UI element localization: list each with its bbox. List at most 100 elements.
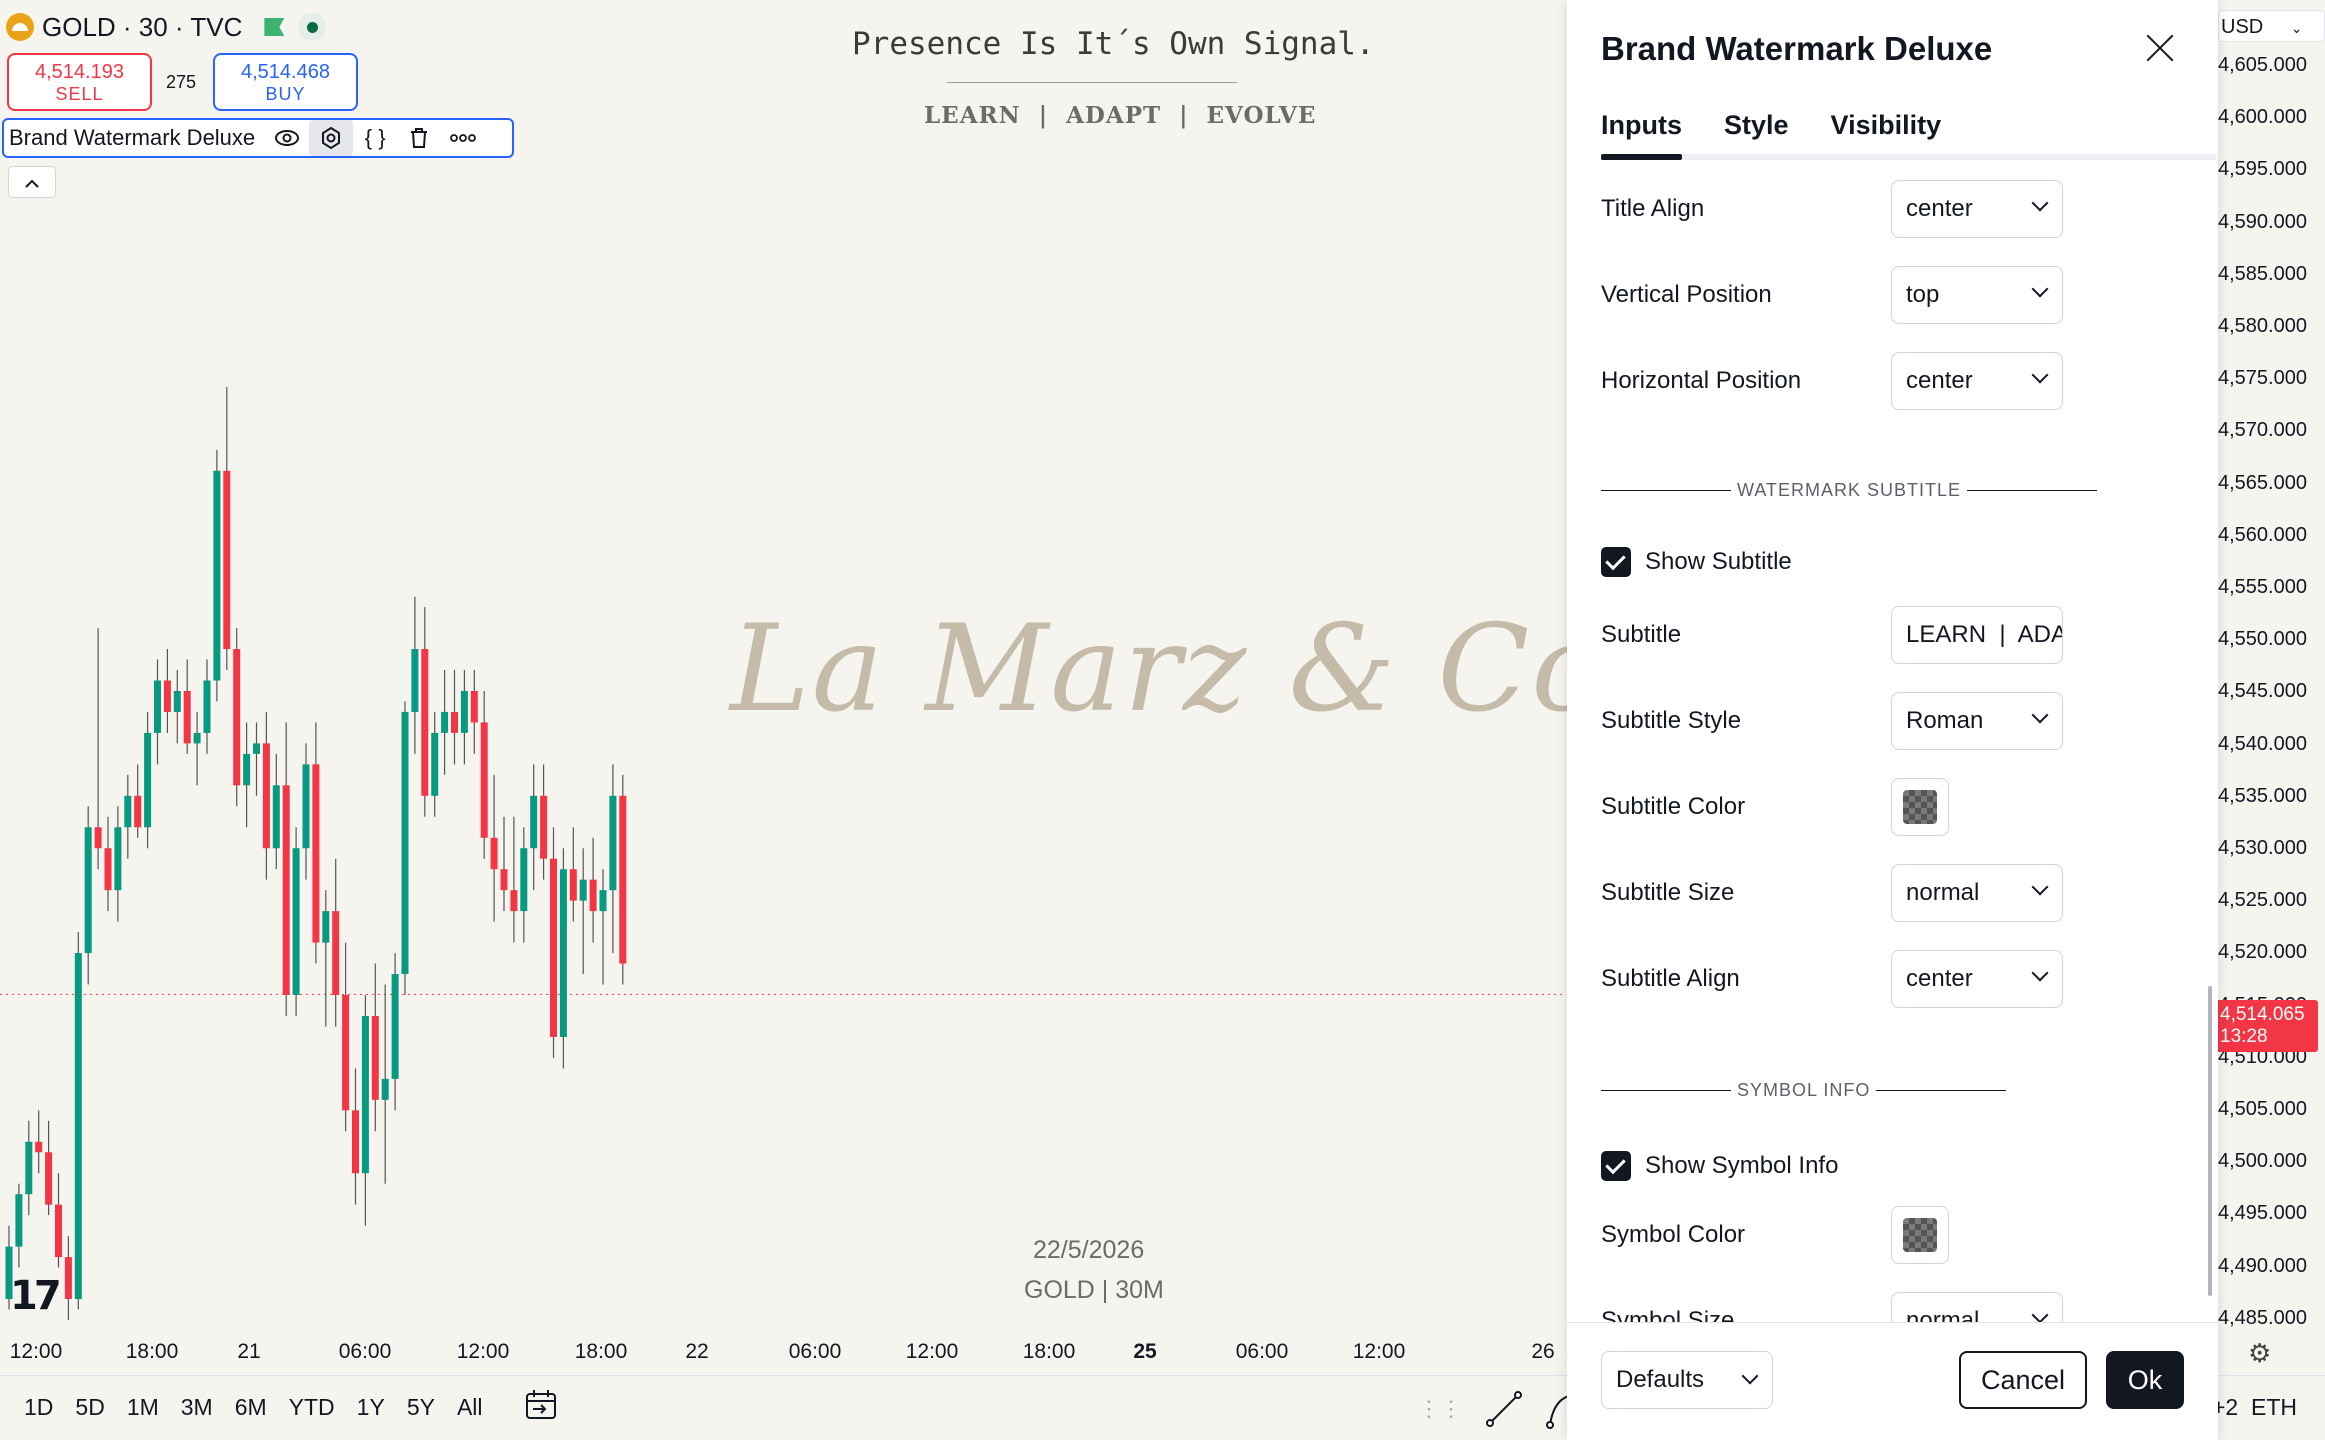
horizontal-position-select[interactable]: center xyxy=(1891,352,2063,410)
flag-icon[interactable] xyxy=(264,18,285,36)
dialog-title: Brand Watermark Deluxe xyxy=(1601,30,1993,67)
range-button[interactable]: 1Y xyxy=(356,1394,385,1420)
trash-icon[interactable] xyxy=(397,120,441,156)
show-subtitle-label: Show Subtitle xyxy=(1645,548,1792,575)
symbol-size-select[interactable]: normal xyxy=(1891,1292,2063,1322)
price-tick-label: 4,555.000 xyxy=(2218,576,2307,598)
candle-body xyxy=(540,795,548,859)
candle-body xyxy=(104,848,112,891)
source-code-icon[interactable]: { } xyxy=(364,125,386,150)
candle xyxy=(342,942,350,1132)
subtitle-color-swatch[interactable] xyxy=(1891,778,1949,836)
range-button[interactable]: YTD xyxy=(288,1394,335,1420)
candle xyxy=(322,890,330,1027)
candle-body xyxy=(262,743,270,849)
collapse-legend-button[interactable] xyxy=(8,166,56,198)
subtitle-style-select[interactable]: Roman xyxy=(1891,692,2063,750)
candle-body xyxy=(154,680,161,733)
candle-body xyxy=(134,795,142,828)
checkbox-checked-icon[interactable] xyxy=(1601,1151,1631,1181)
vertical-position-select[interactable]: top xyxy=(1891,266,2063,324)
title-align-select[interactable]: center xyxy=(1891,180,2063,238)
trend-line-icon[interactable] xyxy=(1484,1389,1524,1429)
show-symbol-info-label: Show Symbol Info xyxy=(1645,1152,1839,1179)
candle xyxy=(223,386,231,670)
chevron-down-icon xyxy=(2031,1306,2049,1322)
range-button[interactable]: 6M xyxy=(234,1394,267,1420)
defaults-dropdown[interactable]: Defaults xyxy=(1601,1351,1773,1409)
subtitle-input-value: LEARN | ADAPT | EVOLVE xyxy=(1906,621,2062,648)
price-tick-label: 4,505.000 xyxy=(2218,1098,2307,1120)
tab-style[interactable]: Style xyxy=(1724,110,1789,140)
subtitle-input[interactable]: LEARN | ADAPT | EVOLVE xyxy=(1891,606,2063,664)
currency-selector[interactable]: USD ⌄ xyxy=(2218,10,2325,42)
tradingview-logo[interactable]: 17 xyxy=(10,1273,62,1319)
candle xyxy=(213,449,221,702)
candle xyxy=(55,1173,62,1268)
range-button[interactable]: 5D xyxy=(75,1394,105,1420)
more-options-icon[interactable] xyxy=(441,120,485,156)
section-symbol-info-label: SYMBOL INFO xyxy=(1737,1079,1871,1100)
price-axis[interactable]: USD ⌄ 4,605.000 4,600.000 4,595.000 4,590.0… xyxy=(2218,0,2325,1336)
candle-body xyxy=(233,649,241,786)
candle-body xyxy=(609,795,617,891)
candle xyxy=(530,764,538,891)
close-icon[interactable] xyxy=(2140,28,2180,68)
candle xyxy=(480,690,488,859)
price-tick-label: 4,605.000 xyxy=(2218,54,2307,76)
range-button[interactable]: 1M xyxy=(126,1394,159,1420)
candle-body xyxy=(193,732,201,744)
candlestick-chart[interactable] xyxy=(0,0,1565,1330)
candle xyxy=(619,774,627,985)
price-tick-label: 4,565.000 xyxy=(2218,471,2307,494)
bottom-right-info[interactable]: +2 ETH xyxy=(2212,1394,2298,1420)
tab-inputs[interactable]: Inputs xyxy=(1601,110,1682,160)
symbol-color-swatch[interactable] xyxy=(1891,1206,1949,1264)
scrollbar[interactable] xyxy=(2208,986,2212,1296)
tab-visibility[interactable]: Visibility xyxy=(1830,110,1942,140)
cancel-button[interactable]: Cancel xyxy=(1959,1351,2087,1409)
time-axis[interactable]: 12:00 18:00 21 06:00 12:00 18:00 22 06:00 12:00 1… xyxy=(0,1336,1565,1370)
price-tick-label: 4,525.000 xyxy=(2218,889,2307,912)
candle-body xyxy=(15,1194,23,1247)
show-symbol-info-checkbox[interactable]: Show Symbol Info xyxy=(1601,1150,1838,1182)
settings-gear-icon[interactable] xyxy=(309,120,354,156)
inputs-scroll-area: Title Align center Vertical Position top… xyxy=(1567,166,2218,1322)
candle-body xyxy=(579,879,587,901)
candle xyxy=(64,1236,72,1320)
candle-body xyxy=(460,690,468,733)
candle-body xyxy=(203,680,211,733)
indicator-name[interactable]: Brand Watermark Deluxe xyxy=(9,125,256,150)
eye-icon[interactable] xyxy=(265,120,309,156)
symbol-color-row: Symbol Color xyxy=(1601,1206,2101,1264)
subtitle-align-select[interactable]: center xyxy=(1891,950,2063,1008)
range-button[interactable]: 3M xyxy=(180,1394,213,1420)
axis-settings-icon[interactable]: ⚙ xyxy=(2248,1338,2272,1368)
sell-button[interactable]: 4,514.193 SELL xyxy=(7,53,152,111)
candle xyxy=(470,670,478,754)
symbol-legend[interactable]: GOLD · 30 · TVC xyxy=(6,10,327,44)
ok-button[interactable]: Ok xyxy=(2106,1351,2184,1409)
range-button[interactable]: 1D xyxy=(24,1394,54,1420)
candle xyxy=(292,827,300,1016)
range-button[interactable]: All xyxy=(456,1394,483,1420)
candle xyxy=(431,711,439,817)
candle-body xyxy=(213,470,221,681)
checkbox-checked-icon[interactable] xyxy=(1601,547,1631,577)
candle-body xyxy=(342,995,350,1111)
buy-button[interactable]: 4,514.468 BUY xyxy=(213,53,358,111)
subtitle-size-value: normal xyxy=(1906,879,1980,906)
drag-handle-icon[interactable]: ⋮⋮ xyxy=(1418,1396,1462,1421)
candle xyxy=(124,774,132,859)
range-button[interactable]: 5Y xyxy=(406,1394,435,1420)
price-tick-label: 4,590.000 xyxy=(2218,210,2307,233)
candle xyxy=(569,827,577,922)
candle xyxy=(233,628,241,807)
symbol-title[interactable]: GOLD · 30 · TVC xyxy=(42,11,243,42)
subtitle-size-select[interactable]: normal xyxy=(1891,864,2063,922)
candle xyxy=(25,1120,33,1216)
subtitle-style-value: Roman xyxy=(1906,707,1984,734)
indicator-legend[interactable]: Brand Watermark Deluxe { } xyxy=(2,118,514,158)
show-subtitle-checkbox[interactable]: Show Subtitle xyxy=(1601,546,1792,578)
calendar-icon[interactable] xyxy=(524,1388,562,1426)
